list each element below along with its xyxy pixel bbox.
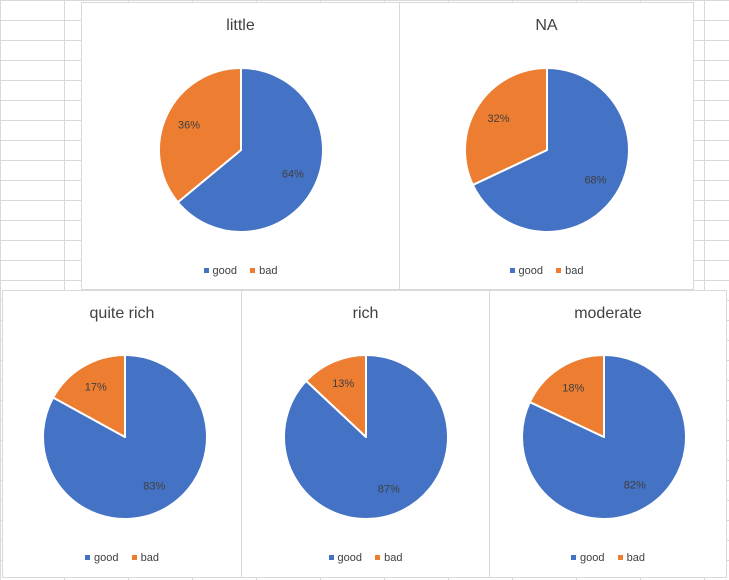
data-label-bad: 18% — [562, 382, 584, 394]
legend-swatch-good — [509, 267, 515, 273]
legend-label-bad: bad — [626, 552, 645, 564]
legend-item-bad: bad — [375, 552, 402, 564]
legend-swatch-bad — [617, 554, 623, 560]
data-label-bad: 13% — [332, 378, 354, 390]
pie-slice-bad — [305, 354, 367, 438]
legend-item-good: good — [509, 265, 544, 277]
legend-item-good: good — [85, 552, 119, 564]
legend-swatch-good — [328, 554, 334, 560]
legend: good bad — [400, 265, 693, 277]
legend-item-bad: bad — [131, 552, 159, 564]
pie-slice-bad — [464, 67, 548, 186]
chart-title: quite rich — [89, 305, 155, 322]
legend-label-good: good — [94, 552, 119, 564]
chart-title: NA — [535, 17, 558, 34]
data-label-good: 87% — [378, 484, 400, 496]
legend-label-good: good — [337, 552, 363, 564]
legend-swatch-bad — [375, 554, 381, 560]
legend: good bad — [3, 552, 241, 564]
data-label-bad: 17% — [85, 381, 107, 393]
legend-item-good: good — [203, 265, 238, 277]
chart-title: moderate — [574, 305, 642, 322]
legend-swatch-bad — [131, 554, 137, 560]
legend-label-good: good — [518, 265, 544, 277]
legend-swatch-good — [203, 267, 209, 273]
pie-chart: 87% 13% — [283, 354, 449, 520]
legend-label-bad: bad — [259, 265, 278, 277]
legend: good bad — [490, 552, 726, 564]
legend-swatch-good — [85, 554, 91, 560]
chart-quite-rich: quite rich 83% 17% good bad — [2, 290, 242, 578]
pie-slice-bad — [158, 67, 242, 204]
pie-chart: 68% 32% — [464, 67, 630, 233]
legend-label-bad: bad — [384, 552, 403, 564]
legend-label-good: good — [580, 552, 605, 564]
data-label-good: 68% — [584, 175, 606, 187]
pie-slice-good — [471, 67, 630, 233]
legend-item-good: good — [571, 552, 605, 564]
legend-item-bad: bad — [556, 265, 583, 277]
data-label-bad: 36% — [178, 119, 200, 131]
pie-slice-good — [176, 67, 324, 233]
pie-chart: 64% 36% — [158, 67, 324, 233]
data-label-good: 64% — [282, 168, 304, 180]
chart-rich: rich 87% 13% good bad — [241, 290, 490, 578]
chart-moderate: moderate 82% 18% good bad — [489, 290, 727, 578]
pie-chart: 83% 17% — [42, 354, 208, 520]
pie-chart: 82% 18% — [521, 354, 687, 520]
chart-little: little 64% 36% good bad — [81, 2, 400, 290]
pie-slice-bad — [52, 354, 126, 438]
legend-label-good: good — [212, 265, 238, 277]
legend: good bad — [82, 265, 399, 277]
pie-slice-bad — [528, 354, 605, 438]
data-label-bad: 32% — [488, 113, 510, 125]
legend-swatch-good — [571, 554, 577, 560]
chart-na: NA 68% 32% good bad — [399, 2, 694, 290]
legend-item-bad: bad — [617, 552, 645, 564]
chart-title: rich — [352, 305, 379, 322]
data-label-good: 83% — [143, 480, 165, 492]
chart-title: little — [226, 17, 255, 34]
legend-item-good: good — [328, 552, 363, 564]
legend-label-bad: bad — [565, 265, 584, 277]
legend-label-bad: bad — [140, 552, 159, 564]
legend-item-bad: bad — [250, 265, 277, 277]
legend-swatch-bad — [250, 267, 256, 273]
legend-swatch-bad — [556, 267, 562, 273]
data-label-good: 82% — [624, 479, 646, 491]
legend: good bad — [242, 552, 489, 564]
